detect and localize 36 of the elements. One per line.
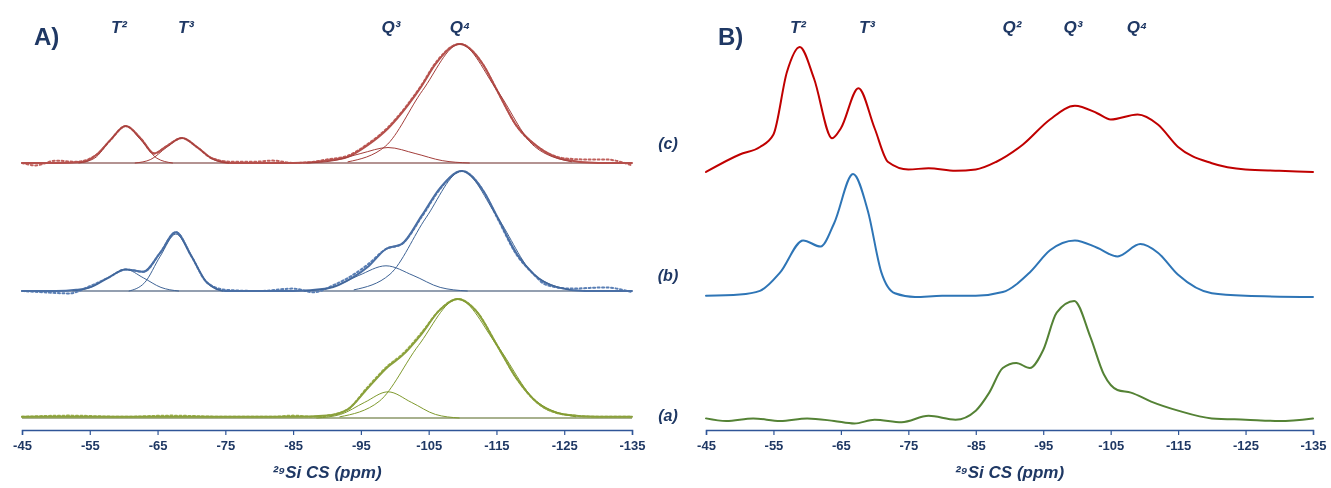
text: (b) [657,267,679,284]
x-tick-label: -125 [1233,437,1260,453]
x-tick-label: -95 [1034,437,1054,453]
x-tick-label: -135 [1300,437,1327,453]
x-tick-label: -45 [13,437,32,453]
text: T³ [177,18,196,37]
x-tick-label: -75 [899,437,919,453]
x-tick-label: -105 [416,437,443,453]
x-tick-label: -55 [80,437,100,453]
x-tick-label: -65 [148,437,168,453]
x-tick-label: -115 [1165,437,1192,453]
x-tick-label: -125 [551,437,578,453]
x-tick-label: -85 [966,437,986,453]
x-tick-label: -85 [284,437,304,453]
text: Q⁴ [1126,18,1148,37]
text: Q³ [381,18,402,37]
text: T³ [858,18,877,37]
x-tick-label: -135 [619,437,646,453]
text: (c) [658,135,678,152]
text: T² [789,18,808,37]
x-tick-label: -55 [764,437,784,453]
chart-title: A) [34,23,60,50]
x-tick-label: -75 [216,437,236,453]
x-axis-title: ²⁹Si CS (ppm) [954,463,1065,482]
text: Q³ [1063,18,1084,37]
text: Q⁴ [449,18,471,37]
x-tick-label: -45 [697,437,716,453]
text: Q² [1002,18,1023,37]
text: (a) [658,407,678,424]
x-axis-title: ²⁹Si CS (ppm) [272,463,382,482]
text: T² [110,18,129,37]
x-tick-label: -115 [484,437,510,453]
x-tick-label: -105 [1098,437,1125,453]
chart-title: B) [718,23,744,50]
x-tick-label: -95 [351,437,371,453]
x-tick-label: -65 [831,437,851,453]
